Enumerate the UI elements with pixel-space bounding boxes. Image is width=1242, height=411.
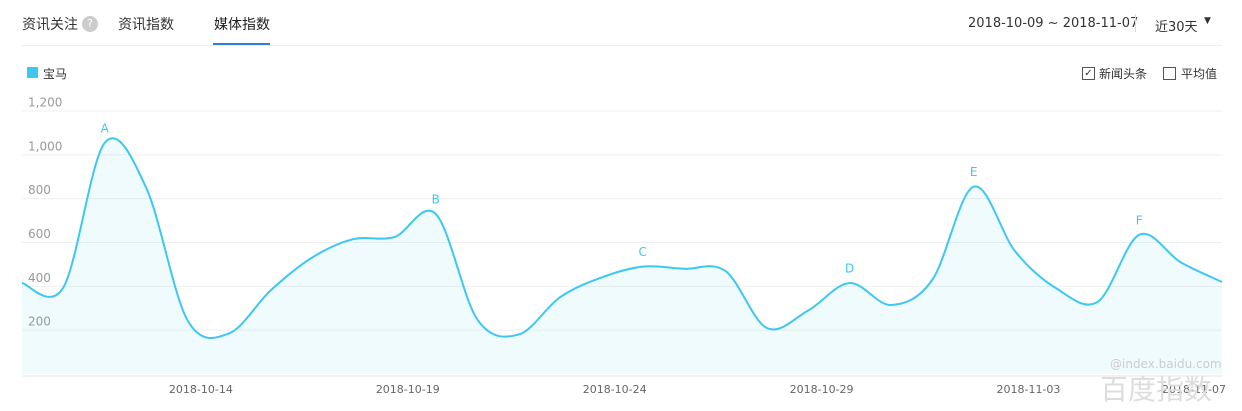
checkbox-checked[interactable]: ✓ bbox=[1082, 67, 1095, 80]
y-tick-label: 200 bbox=[28, 315, 51, 329]
annotation: E bbox=[970, 165, 978, 179]
annotation: F bbox=[1136, 213, 1143, 227]
date-range[interactable]: 2018-10-09 ~ 2018-11-07 bbox=[968, 16, 1139, 31]
annotation: B bbox=[432, 193, 440, 207]
watermark: @index.baidu.com bbox=[1110, 357, 1222, 371]
period-select[interactable]: 近30天 bbox=[1155, 20, 1198, 35]
x-tick-label: 2018-11-07 bbox=[1162, 383, 1226, 396]
dropdown-arrow[interactable]: ▼ bbox=[1204, 16, 1211, 26]
x-tick-label: 2018-10-19 bbox=[376, 383, 440, 396]
area bbox=[22, 138, 1222, 374]
section-title: 资讯关注 bbox=[22, 17, 78, 33]
y-tick-label: 400 bbox=[28, 271, 51, 285]
x-tick-label: 2018-10-24 bbox=[583, 383, 647, 396]
y-tick-label: 600 bbox=[28, 227, 51, 241]
y-tick-label: 1,200 bbox=[28, 96, 62, 110]
separator bbox=[1135, 14, 1136, 32]
option-label[interactable]: 新闻头条 bbox=[1099, 67, 1148, 81]
annotation: D bbox=[845, 262, 854, 276]
annotation: C bbox=[638, 245, 646, 259]
x-tick-label: 2018-10-29 bbox=[790, 383, 854, 396]
help-icon[interactable]: ? bbox=[82, 16, 98, 32]
y-tick-label: 1,000 bbox=[28, 139, 62, 153]
tab-active[interactable]: 媒体指数 bbox=[214, 17, 270, 33]
tab-underline bbox=[213, 43, 270, 45]
checkbox[interactable] bbox=[1163, 67, 1176, 80]
tab[interactable]: 资讯指数 bbox=[118, 17, 174, 33]
annotation: A bbox=[101, 121, 110, 135]
watermark-brand: 百度指数 bbox=[1100, 373, 1213, 406]
legend-swatch bbox=[27, 67, 38, 78]
line bbox=[21, 137, 1223, 339]
option-label[interactable]: 平均值 bbox=[1181, 67, 1218, 81]
y-tick-label: 800 bbox=[28, 183, 51, 197]
x-tick-label: 2018-10-14 bbox=[169, 383, 233, 396]
legend-label: 宝马 bbox=[43, 67, 68, 81]
x-tick-label: 2018-11-03 bbox=[997, 383, 1061, 396]
divider bbox=[22, 45, 1222, 46]
